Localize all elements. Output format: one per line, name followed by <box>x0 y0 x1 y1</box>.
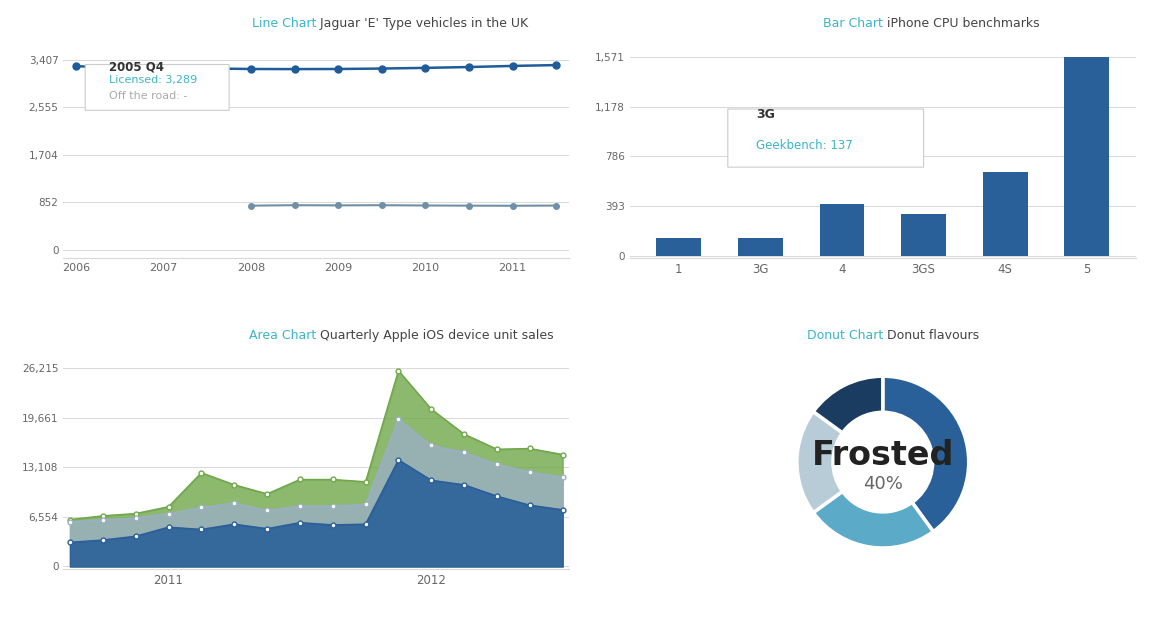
Text: Geekbench: 137: Geekbench: 137 <box>756 139 853 152</box>
Text: Donut Chart: Donut Chart <box>807 329 883 342</box>
Wedge shape <box>813 376 883 433</box>
Bar <box>656 238 701 256</box>
Text: Quarterly Apple iOS device unit sales: Quarterly Apple iOS device unit sales <box>316 329 553 342</box>
FancyBboxPatch shape <box>85 64 229 110</box>
Bar <box>738 238 783 256</box>
Text: 2005 Q4: 2005 Q4 <box>110 60 164 73</box>
Bar <box>902 214 945 256</box>
Text: Area Chart: Area Chart <box>249 329 316 342</box>
Text: Off the road: -: Off the road: - <box>110 90 188 100</box>
Text: Licensed: 3,289: Licensed: 3,289 <box>110 75 197 85</box>
Wedge shape <box>883 376 969 532</box>
Text: Frosted: Frosted <box>812 439 954 472</box>
Text: Jaguar 'E' Type vehicles in the UK: Jaguar 'E' Type vehicles in the UK <box>316 17 528 30</box>
Wedge shape <box>813 491 933 548</box>
Bar <box>982 172 1027 256</box>
Text: 40%: 40% <box>862 475 903 493</box>
Bar <box>820 204 865 256</box>
FancyBboxPatch shape <box>728 109 924 167</box>
Bar <box>1064 57 1109 256</box>
Text: Line Chart: Line Chart <box>251 17 316 30</box>
Text: Bar Chart: Bar Chart <box>823 17 883 30</box>
Text: Donut flavours: Donut flavours <box>883 329 979 342</box>
Wedge shape <box>797 412 843 513</box>
Text: iPhone CPU benchmarks: iPhone CPU benchmarks <box>883 17 1040 30</box>
Text: 3G: 3G <box>756 108 775 121</box>
